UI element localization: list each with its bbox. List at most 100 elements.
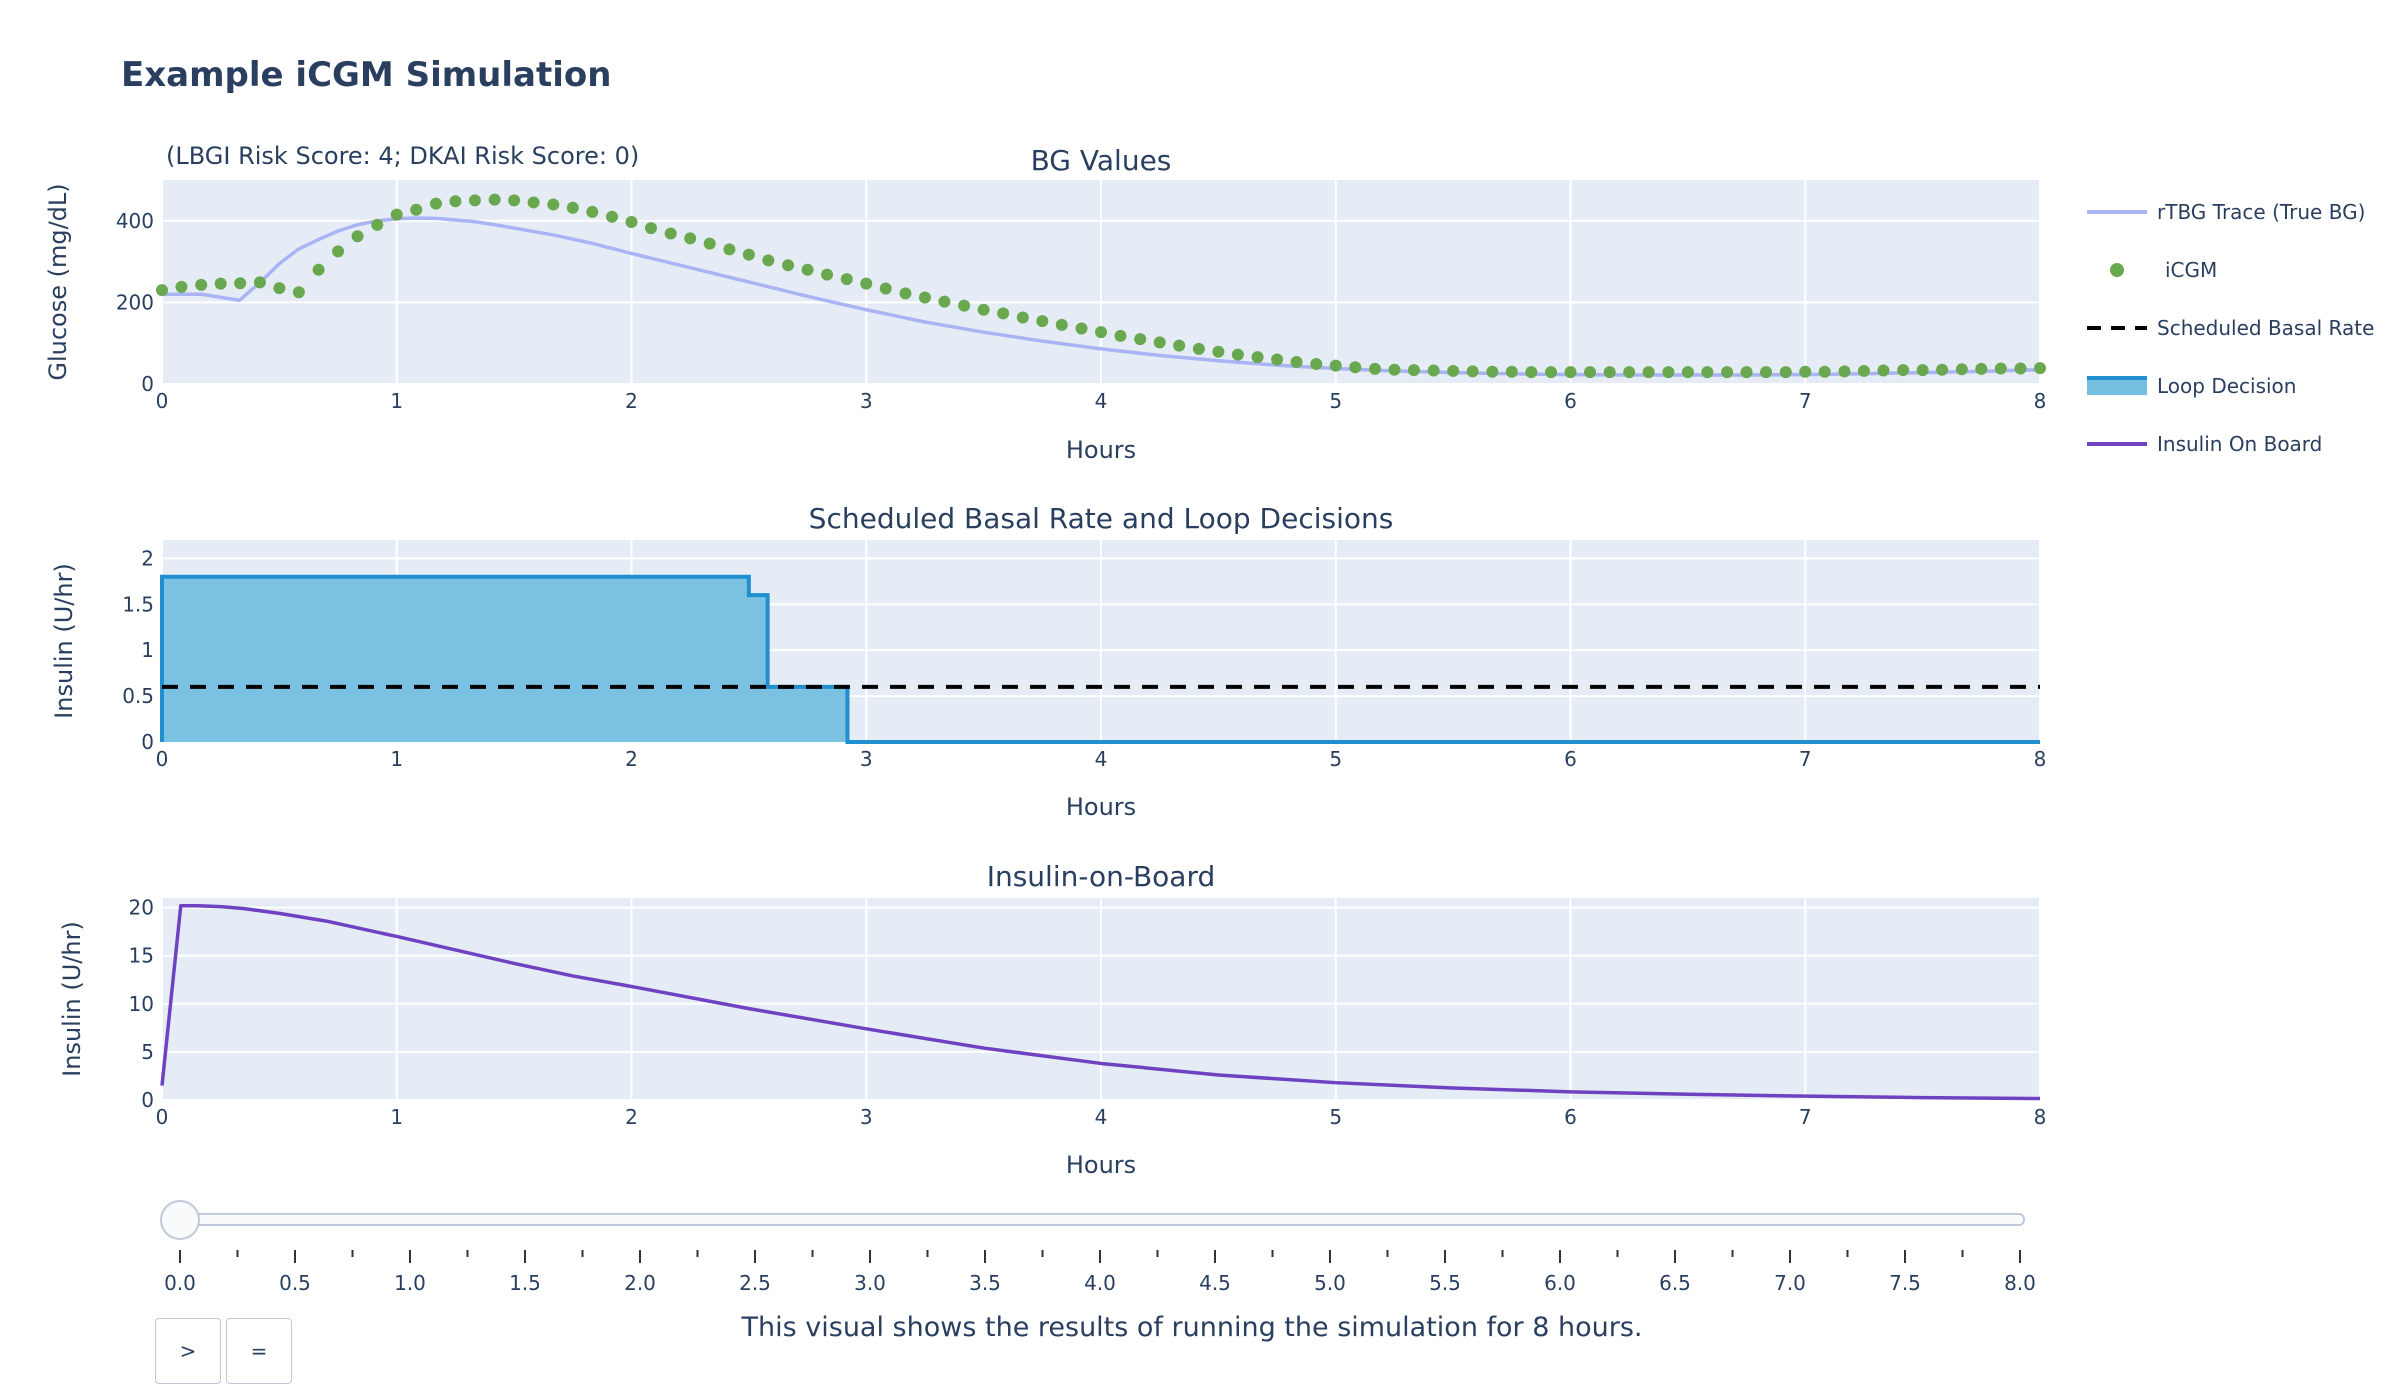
icgm-point xyxy=(879,282,892,295)
slider-tick-label: 1.5 xyxy=(509,1271,541,1295)
legend-item: rTBG Trace (True BG) xyxy=(2087,200,2365,224)
icgm-point xyxy=(1838,365,1851,378)
icgm-point xyxy=(1388,363,1401,376)
icgm-point xyxy=(1055,318,1068,331)
slider-tick-label: 5.0 xyxy=(1314,1271,1346,1295)
icgm-point xyxy=(1779,366,1792,379)
icgm-point xyxy=(821,268,834,281)
icgm-point xyxy=(1740,366,1753,379)
icgm-point xyxy=(1994,362,2007,375)
icgm-point xyxy=(1564,366,1577,379)
icgm-point xyxy=(449,195,462,208)
pause-button[interactable]: = xyxy=(226,1318,292,1384)
x-tick-label: 0 xyxy=(156,389,169,413)
x-tick-label: 7 xyxy=(1799,1105,1812,1129)
legend-fill-icon xyxy=(2087,377,2147,395)
icgm-point xyxy=(606,210,619,223)
icgm-point xyxy=(273,282,286,295)
legend-item: iCGM xyxy=(2110,258,2217,282)
icgm-point xyxy=(1975,362,1988,375)
legend-dot-icon xyxy=(2110,263,2124,277)
icgm-point xyxy=(1192,342,1205,355)
slider-tick-label: 0.0 xyxy=(164,1271,196,1295)
y-tick-label: 0 xyxy=(141,1088,154,1112)
panel-title: Insulin-on-Board xyxy=(987,860,1216,893)
icgm-point xyxy=(1760,366,1773,379)
slider-tick-label: 2.5 xyxy=(739,1271,771,1295)
icgm-point xyxy=(1271,353,1284,366)
x-tick-label: 8 xyxy=(2034,389,2047,413)
icgm-point xyxy=(1407,364,1420,377)
y-tick-label: 15 xyxy=(129,944,154,968)
bg-values-panel: 0 1 2 3 4 5 6 7 8 0 200 400 BG Values Hours Glucose (m… xyxy=(44,144,2046,464)
icgm-point xyxy=(1662,366,1675,379)
icgm-point xyxy=(918,291,931,304)
time-slider: 0.0 0.5 1.0 1.5 2.0 2.5 3.0 3.5 4.0 4.5 5.0 5.5 6.0 6… xyxy=(160,1200,2036,1295)
icgm-point xyxy=(1525,366,1538,379)
x-tick-label: 0 xyxy=(156,747,169,771)
icgm-point xyxy=(586,205,599,218)
x-axis-label: Hours xyxy=(1066,1151,1136,1179)
icgm-point xyxy=(1818,365,1831,378)
icgm-point xyxy=(782,259,795,272)
x-tick-label: 1 xyxy=(390,389,403,413)
legend: rTBG Trace (True BG) iCGM Scheduled Basal … xyxy=(2087,200,2374,456)
y-tick-label: 200 xyxy=(116,290,154,314)
slider-tick-label: 4.5 xyxy=(1199,1271,1231,1295)
icgm-point xyxy=(1173,339,1186,352)
y-tick-label: 0 xyxy=(141,730,154,754)
slider-tick-label: 0.5 xyxy=(279,1271,311,1295)
icgm-point xyxy=(664,227,677,240)
icgm-point xyxy=(195,278,208,291)
iob-line xyxy=(160,903,2041,1101)
slider-handle[interactable] xyxy=(160,1200,200,1240)
icgm-point xyxy=(351,230,364,243)
icgm-point xyxy=(312,263,325,276)
y-tick-label: 20 xyxy=(129,896,154,920)
icgm-point xyxy=(1799,365,1812,378)
slider-tick-label: 4.0 xyxy=(1084,1271,1116,1295)
page-title: Example iCGM Simulation xyxy=(121,55,612,95)
x-tick-label: 6 xyxy=(1564,1105,1577,1129)
icgm-point xyxy=(1134,333,1147,346)
icgm-point xyxy=(332,245,345,258)
icgm-point xyxy=(742,248,755,261)
icgm-point xyxy=(1114,329,1127,342)
icgm-point xyxy=(899,287,912,300)
icgm-point xyxy=(1212,345,1225,358)
icgm-point xyxy=(762,254,775,267)
insulin-on-board-panel: 0 1 2 3 4 5 6 7 8 0 5 10 15 20 Insulin-on-Board Hours In… xyxy=(58,860,2046,1179)
icgm-point xyxy=(1623,366,1636,379)
x-tick-label: 8 xyxy=(2034,747,2047,771)
icgm-point xyxy=(1486,365,1499,378)
x-tick-label: 4 xyxy=(1095,747,1108,771)
x-tick-label: 4 xyxy=(1095,389,1108,413)
icgm-point xyxy=(214,277,227,290)
icgm-point xyxy=(371,218,384,231)
x-tick-label: 5 xyxy=(1329,1105,1342,1129)
icgm-point xyxy=(1251,351,1264,364)
legend-label: Insulin On Board xyxy=(2157,432,2322,456)
icgm-point xyxy=(1016,311,1029,324)
y-axis-label: Insulin (U/hr) xyxy=(50,563,78,719)
icgm-point xyxy=(1916,364,1929,377)
icgm-point xyxy=(1936,363,1949,376)
loop-decision-line xyxy=(160,574,2040,744)
legend-item: Insulin On Board xyxy=(2087,432,2322,456)
basal-loop-panel: 0 1 2 3 4 5 6 7 8 0 0.5 1 1.5 2 Scheduled Basal Rate a… xyxy=(50,502,2046,821)
x-tick-label: 0 xyxy=(156,1105,169,1129)
play-button[interactable]: > xyxy=(155,1318,221,1384)
slider-tick-label: 6.5 xyxy=(1659,1271,1691,1295)
icgm-point xyxy=(410,203,423,216)
icgm-point xyxy=(1603,366,1616,379)
risk-score-annotation: (LBGI Risk Score: 4; DKAI Risk Score: 0) xyxy=(166,142,639,170)
x-tick-label: 7 xyxy=(1799,389,1812,413)
icgm-point xyxy=(1447,364,1460,377)
icgm-point xyxy=(547,198,560,211)
legend-item: Scheduled Basal Rate xyxy=(2087,316,2374,340)
icgm-point xyxy=(1857,364,1870,377)
x-tick-label: 3 xyxy=(860,1105,873,1129)
icgm-point xyxy=(1427,364,1440,377)
loop-decision-area xyxy=(162,576,2040,742)
x-tick-label: 6 xyxy=(1564,747,1577,771)
